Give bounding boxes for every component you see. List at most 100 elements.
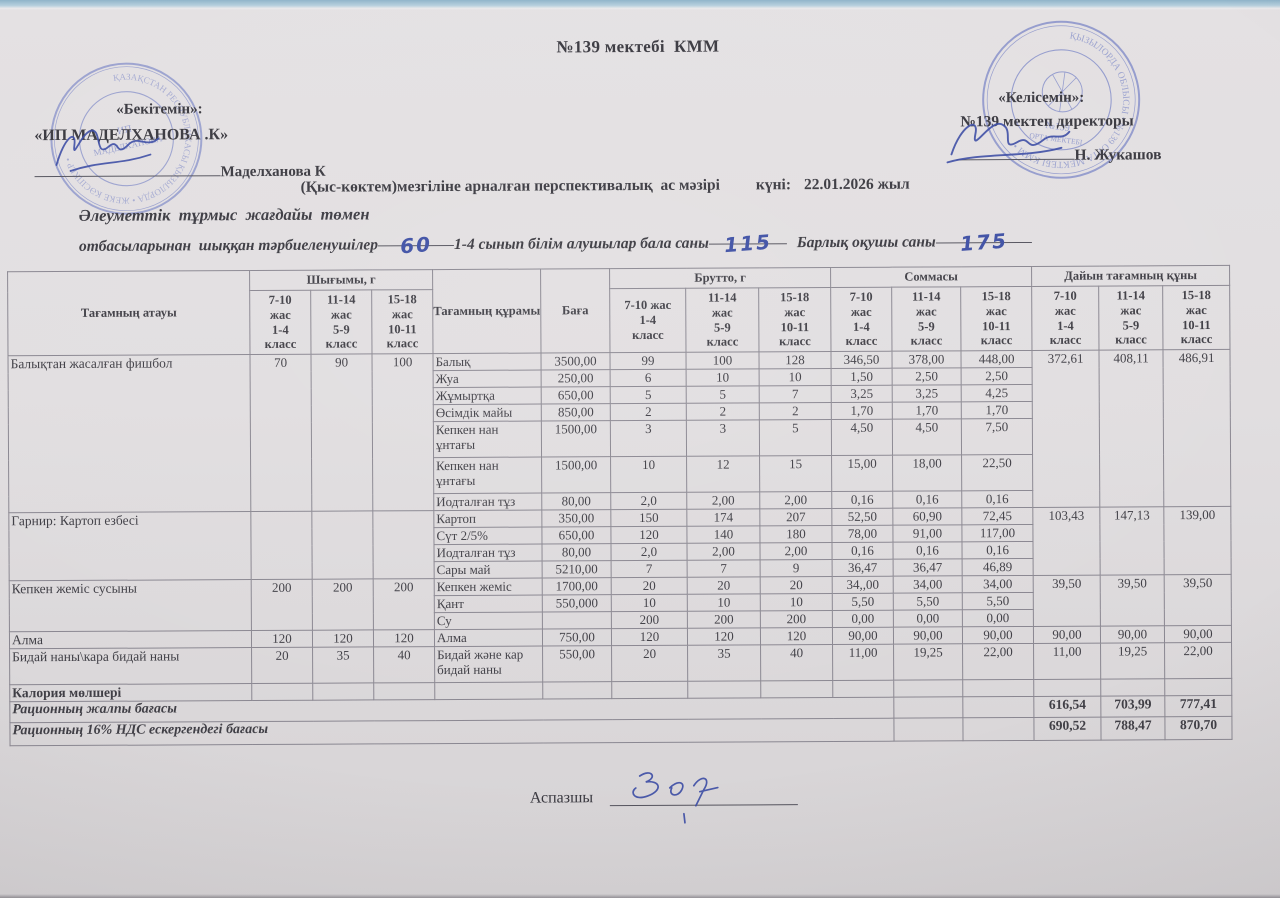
cell-dish-name: Бидай наны\кара бидай наны	[9, 647, 252, 685]
cell-sum: 4,25	[961, 384, 1033, 402]
enrollment-line: отбасыларынан шыққан тәрбиеленушілер 60 1-…	[78, 226, 1032, 258]
cell-ready-cost: 486,91	[1163, 349, 1231, 507]
cell-brutto: 5	[759, 419, 832, 456]
cell-empty	[542, 681, 612, 699]
cell-ready-cost: 372,61	[1032, 350, 1100, 508]
cell-price: 1500,00	[541, 420, 611, 458]
cook-label: Аспазшы	[529, 789, 594, 807]
cell-portion: 120	[251, 630, 313, 648]
cell-portion: 200	[251, 579, 313, 631]
cell-ingredient: Иодталған тұз	[433, 544, 543, 562]
cell-portion	[250, 511, 313, 580]
enrollment-part3: Барлық оқушы саны	[796, 233, 936, 252]
cell-ready-cost: 39,50	[1164, 574, 1232, 626]
agree-signature-line: Н. Жукашов	[956, 143, 1161, 165]
cell-brutto: 2,0	[610, 543, 688, 561]
signature-line	[956, 143, 1075, 161]
cell-price: 250,00	[541, 369, 611, 388]
cell-empty	[962, 679, 1034, 697]
cell-dish-name: Алма	[9, 630, 252, 649]
cell-ingredient: Кепкен нан ұнтағы	[433, 421, 542, 458]
header-age-cell: 7-10 жас 1-4 класс	[830, 287, 892, 352]
cell-sum: 0,00	[832, 610, 894, 628]
enrollment-part1: отбасыларынан шыққан тәрбиеленушілер	[78, 236, 379, 255]
cell-brutto: 40	[760, 644, 833, 681]
cell-portion: 200	[312, 578, 374, 631]
cell-brutto: 7	[611, 560, 688, 578]
cell-sum: 52,50	[831, 508, 893, 526]
cell-total-value: 703,99	[1100, 695, 1165, 718]
cell-sum: 11,00	[832, 644, 894, 681]
cell-sum: 22,00	[962, 643, 1034, 680]
cell-sum: 1,70	[892, 401, 962, 420]
social-status-line: Әлеуметтік тұрмыс жағдайы төмен	[78, 204, 370, 225]
cell-dish-name: Кепкен жеміс сусыны	[9, 579, 252, 632]
cell-price: 5210,00	[542, 560, 612, 579]
cell-sum: 34,00	[893, 575, 963, 594]
cell-portion: 100	[371, 353, 434, 511]
cell-brutto: 10	[760, 593, 833, 611]
cell-sum: 36,47	[893, 558, 963, 577]
cell-price: 1700,00	[542, 577, 612, 596]
cell-brutto: 20	[611, 577, 688, 595]
cell-sum: 5,50	[893, 592, 963, 611]
cell-portion: 200	[373, 578, 435, 630]
cell-portion: 20	[251, 647, 313, 684]
header-age-cell: 7-10 жас 1-4 класс	[249, 290, 311, 355]
header-cell: Дайын тағамның құны	[1031, 265, 1230, 287]
cell-sum: 4,50	[831, 419, 893, 456]
cell-brutto: 120	[687, 627, 761, 646]
header-age-cell: 11-14 жас 5-9 класс	[685, 287, 759, 353]
cell-sum: 90,00	[832, 627, 894, 645]
cell-sum: 36,47	[832, 559, 894, 577]
cell-sum: 448,00	[960, 350, 1033, 368]
cell-sum: 1,50	[831, 368, 893, 386]
page-title: №139 мектебі КММ	[556, 36, 720, 57]
cell-ingredient: Балық	[432, 353, 542, 371]
cell-sum: 0,00	[962, 609, 1034, 627]
cell-sum: 0,16	[831, 542, 894, 560]
cell-sum: 5,50	[962, 592, 1034, 610]
cell-empty	[832, 680, 894, 698]
header-age-cell: 15-18 жас 10-11 класс	[758, 287, 831, 352]
header-age-cell: 7-10 жас 1-4 класс	[1031, 286, 1100, 351]
cell-brutto: 10	[610, 456, 687, 493]
cell-sum: 1,70	[831, 402, 893, 420]
cell-brutto: 140	[686, 525, 760, 544]
menu-title: (Қыс-көктем)мезгіліне арналған перспекти…	[300, 176, 720, 196]
cell-sum: 117,00	[961, 524, 1034, 542]
cell-portion: 120	[373, 629, 435, 647]
cell-sum: 378,00	[891, 350, 962, 369]
cell-sum: 18,00	[892, 454, 962, 492]
cell-brutto: 100	[685, 351, 760, 370]
cell-brutto: 20	[611, 645, 688, 682]
cell-empty	[893, 696, 963, 719]
cell-sum: 3,25	[831, 385, 893, 403]
cell-brutto: 20	[687, 576, 761, 595]
cell-brutto: 9	[760, 559, 833, 577]
cell-price: 850,00	[541, 403, 611, 422]
cell-portion	[311, 510, 374, 580]
cell-brutto: 2	[686, 402, 760, 421]
cell-brutto: 180	[759, 525, 832, 543]
agree-org: №139 мектеп директоры	[960, 112, 1134, 131]
cell-portion: 120	[312, 629, 374, 648]
cell-brutto: 120	[611, 628, 688, 646]
date-label: күні:	[755, 176, 792, 194]
header-cell: Брутто, г	[609, 267, 831, 289]
cell-total-value: 870,70	[1164, 716, 1233, 740]
cell-empty	[760, 680, 833, 698]
cell-sum: 3,25	[892, 384, 962, 403]
cell-sum: 5,50	[832, 593, 894, 611]
cell-brutto: 5	[686, 385, 760, 404]
cell-sum: 90,00	[962, 626, 1034, 644]
header-cell: Тағамның құрамы	[432, 269, 541, 354]
cell-portion: 70	[250, 354, 312, 512]
scan-edge-strip	[0, 0, 1280, 10]
cell-ready-cost: 19,25	[1100, 642, 1165, 680]
cell-calories-label: Калория мөлшері	[9, 683, 252, 702]
cell-sum: 1,70	[961, 401, 1033, 419]
cell-empty	[251, 683, 313, 701]
